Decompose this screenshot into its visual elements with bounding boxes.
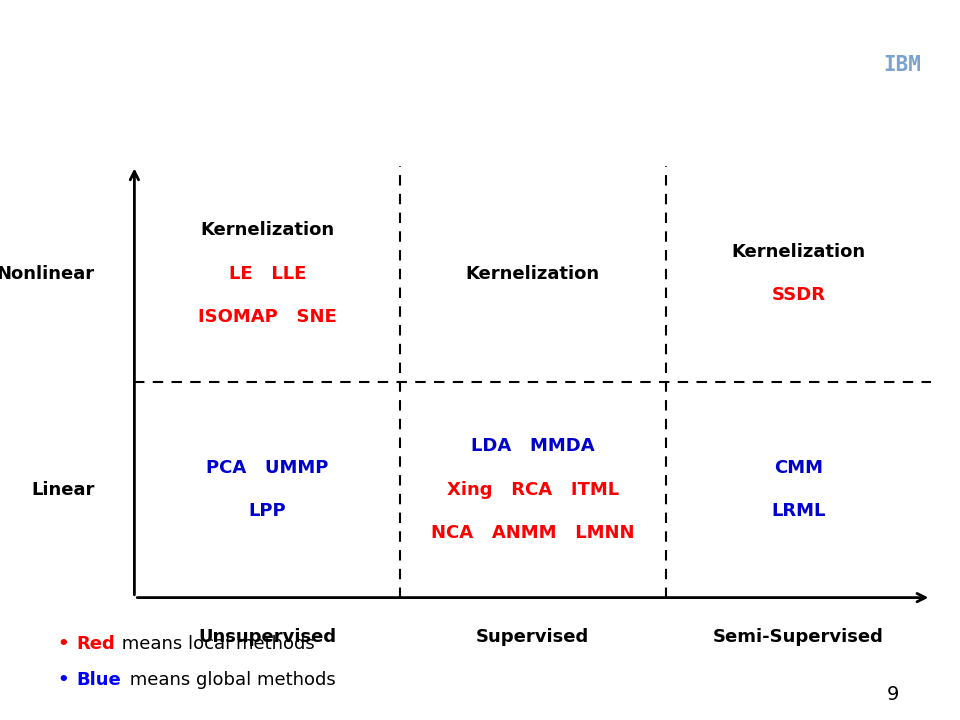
Text: means global methods: means global methods (124, 671, 335, 690)
Text: LDA   MMDA: LDA MMDA (471, 437, 594, 455)
Text: Xing   RCA   ITML: Xing RCA ITML (446, 481, 619, 498)
Text: LRML: LRML (771, 503, 826, 520)
Text: Kernelization: Kernelization (732, 243, 866, 261)
Text: means local methods: means local methods (116, 635, 315, 654)
Text: SSDR: SSDR (772, 287, 826, 304)
Text: Red: Red (76, 635, 115, 654)
Text: •: • (58, 671, 69, 690)
Text: Supervised: Supervised (476, 628, 589, 646)
Text: Linear: Linear (31, 481, 94, 498)
Text: Blue: Blue (76, 671, 121, 690)
Text: NCA   ANMM   LMNN: NCA ANMM LMNN (431, 524, 635, 541)
Text: LPP: LPP (249, 503, 286, 520)
Text: Kernelization: Kernelization (200, 222, 334, 239)
Text: IBM: IBM (884, 55, 922, 75)
Text: Unsupervised: Unsupervised (198, 628, 336, 646)
Text: 9: 9 (887, 685, 899, 704)
Text: Kernelization: Kernelization (466, 265, 600, 282)
Text: LE   LLE: LE LLE (228, 265, 306, 282)
Text: Different Types of Metric Learning: Different Types of Metric Learning (17, 117, 448, 138)
Text: CMM: CMM (774, 459, 823, 477)
Text: PCA   UMMP: PCA UMMP (206, 459, 328, 477)
Text: •: • (58, 635, 69, 654)
Text: Semi-Supervised: Semi-Supervised (713, 628, 884, 646)
Text: Nonlinear: Nonlinear (0, 265, 94, 282)
Text: ISOMAP   SNE: ISOMAP SNE (198, 307, 337, 325)
